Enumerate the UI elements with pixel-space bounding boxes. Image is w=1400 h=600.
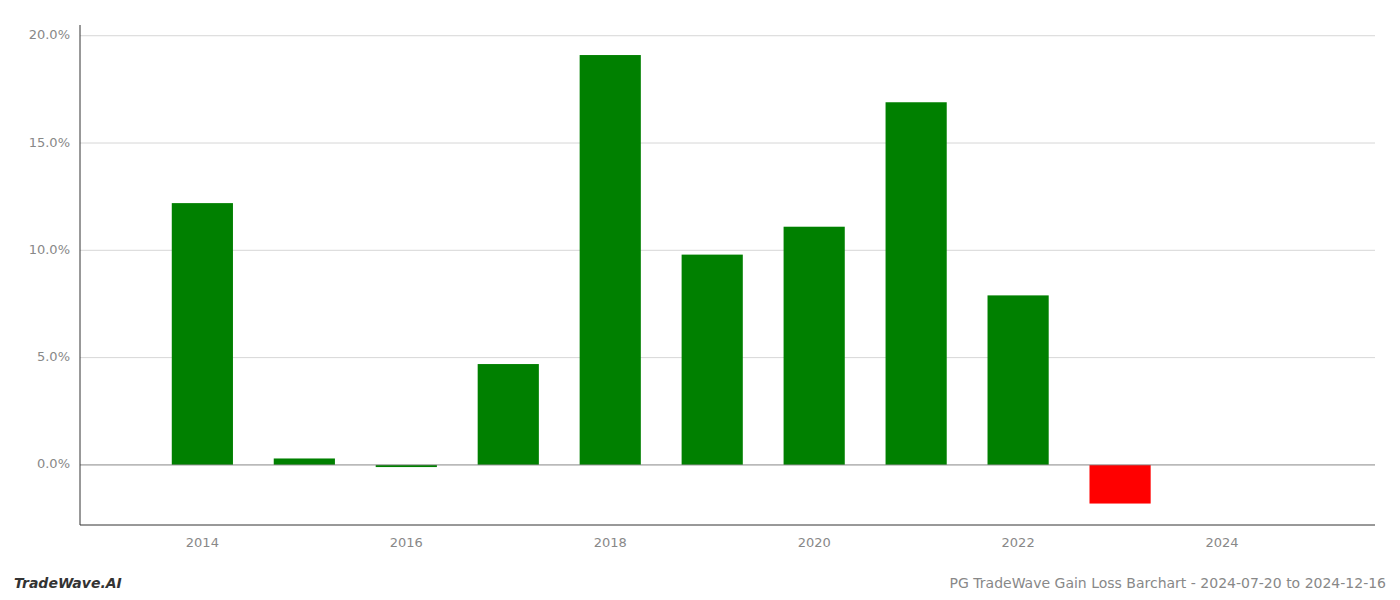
bars <box>172 55 1151 503</box>
y-axis-line <box>80 25 81 525</box>
bar <box>682 255 743 465</box>
bar <box>988 295 1049 465</box>
grid <box>80 36 1375 465</box>
y-tick-label: 5.0% <box>37 349 70 364</box>
chart: 0.0% 5.0% 10.0% 15.0% 20.0% 2014 2016 2018 2020 2… <box>0 0 1400 600</box>
bar <box>784 227 845 465</box>
x-tick-label: 2022 <box>1002 535 1035 550</box>
bar <box>274 458 335 464</box>
grid-line <box>80 35 1375 36</box>
x-tick-label: 2020 <box>798 535 831 550</box>
zero-line <box>80 464 1375 465</box>
watermark-right: PG TradeWave Gain Loss Barchart - 2024-0… <box>950 575 1386 591</box>
x-tick-label: 2024 <box>1206 535 1239 550</box>
tick-labels: 0.0% 5.0% 10.0% 15.0% 20.0% 2014 2016 2018 2020 2… <box>29 27 1239 550</box>
y-tick-label: 0.0% <box>37 456 70 471</box>
background <box>0 0 1400 600</box>
grid-line <box>80 250 1375 251</box>
bar <box>1089 465 1150 504</box>
bar <box>886 102 947 465</box>
bar <box>580 55 641 465</box>
watermark-left: TradeWave.AI <box>14 575 122 591</box>
grid-line <box>80 464 1375 465</box>
y-tick-label: 10.0% <box>29 242 70 257</box>
x-tick-label: 2018 <box>594 535 627 550</box>
x-tick-label: 2014 <box>186 535 219 550</box>
y-tick-label: 15.0% <box>29 135 70 150</box>
x-axis-line <box>80 525 1375 526</box>
x-tick-label: 2016 <box>390 535 423 550</box>
y-tick-label: 20.0% <box>29 27 70 42</box>
grid-line <box>80 143 1375 144</box>
bar <box>172 203 233 465</box>
bar <box>478 364 539 465</box>
